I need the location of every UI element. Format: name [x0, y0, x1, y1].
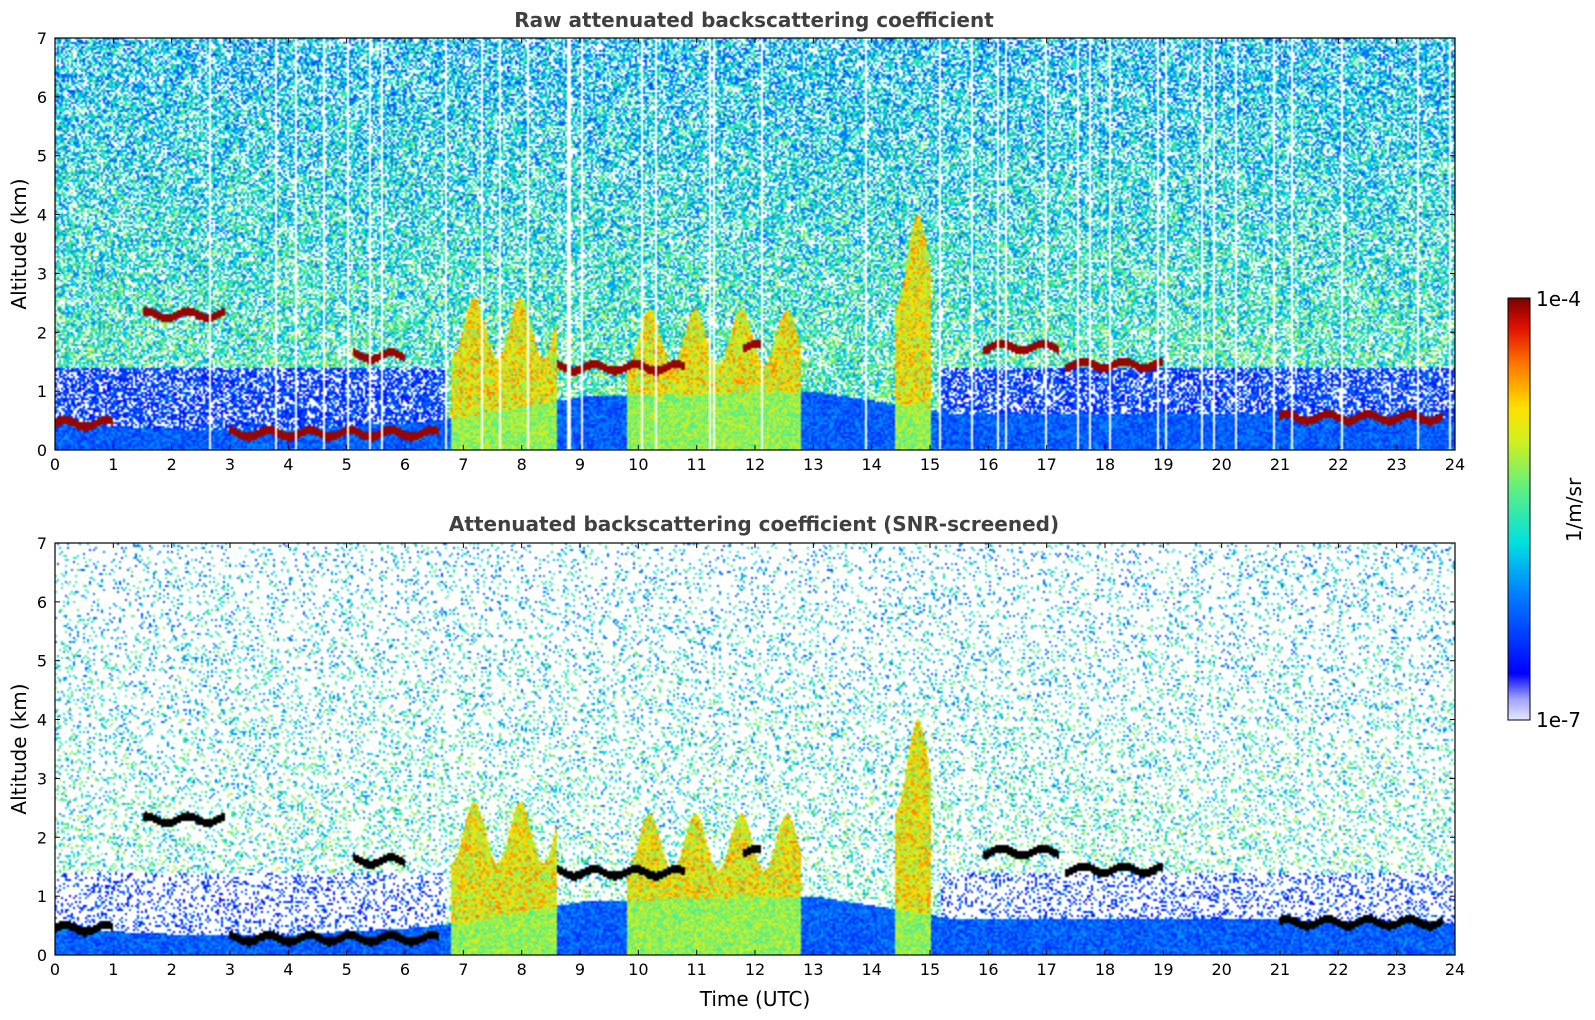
x-tick-label: 8	[517, 960, 527, 979]
y-tick-label: 2	[37, 828, 47, 847]
x-tick-label: 18	[1095, 455, 1115, 474]
colorbar-max-label: 1e-4	[1536, 287, 1581, 311]
panel-raw: Raw attenuated backscattering coefficien…	[7, 8, 1465, 474]
x-tick-label: 1	[108, 960, 118, 979]
x-tick-label: 23	[1386, 960, 1406, 979]
x-tick-label: 6	[400, 960, 410, 979]
x-tick-label: 2	[167, 455, 177, 474]
x-tick-label: 12	[745, 455, 765, 474]
panel-screened: Attenuated backscattering coefficient (S…	[7, 512, 1465, 1011]
y-tick-label: 3	[37, 769, 47, 788]
x-tick-label: 11	[686, 455, 706, 474]
xaxis-label: Time (UTC)	[699, 987, 811, 1011]
x-tick-label: 15	[920, 960, 940, 979]
y-tick-label: 6	[37, 593, 47, 612]
x-tick-label: 13	[803, 455, 823, 474]
y-tick-label: 7	[37, 534, 47, 553]
x-tick-label: 1	[108, 455, 118, 474]
y-tick-label: 0	[37, 946, 47, 965]
panel-screened-ticks: 0 1 2 3 4 5 6 7 8 9 10 11 12 13 14 15 16 17 18 19 20 21 22 23 24…	[37, 534, 1465, 979]
x-tick-label: 7	[458, 455, 468, 474]
y-tick-label: 3	[37, 264, 47, 283]
x-tick-label: 0	[50, 455, 60, 474]
y-tick-label: 5	[37, 147, 47, 166]
x-tick-label: 8	[517, 455, 527, 474]
x-tick-label: 0	[50, 960, 60, 979]
panel-screened-title: Attenuated backscattering coefficient (S…	[449, 512, 1059, 536]
x-tick-label: 13	[803, 960, 823, 979]
x-tick-label: 20	[1211, 455, 1231, 474]
x-tick-label: 17	[1036, 455, 1056, 474]
panel-raw-title: Raw attenuated backscattering coefficien…	[514, 8, 994, 32]
x-tick-label: 14	[861, 455, 881, 474]
y-tick-label: 2	[37, 323, 47, 342]
y-tick-label: 4	[37, 711, 47, 730]
panel-screened-heatmap	[55, 543, 1455, 955]
y-tick-label: 4	[37, 206, 47, 225]
x-tick-label: 23	[1386, 455, 1406, 474]
x-tick-label: 20	[1211, 960, 1231, 979]
x-tick-label: 24	[1445, 960, 1465, 979]
y-tick-label: 0	[37, 441, 47, 460]
y-tick-label: 7	[37, 29, 47, 48]
x-tick-label: 9	[575, 455, 585, 474]
x-tick-label: 19	[1153, 455, 1173, 474]
y-tick-label: 6	[37, 88, 47, 107]
x-tick-label: 10	[628, 960, 648, 979]
x-tick-label: 18	[1095, 960, 1115, 979]
x-tick-label: 3	[225, 960, 235, 979]
panel-raw-heatmap	[55, 38, 1455, 450]
x-tick-label: 21	[1270, 455, 1290, 474]
x-tick-label: 7	[458, 960, 468, 979]
x-tick-label: 4	[283, 960, 293, 979]
colorbar-unit-label: 1/m/sr	[1562, 477, 1586, 542]
x-tick-label: 6	[400, 455, 410, 474]
x-tick-label: 12	[745, 960, 765, 979]
x-tick-label: 16	[978, 455, 998, 474]
x-tick-label: 11	[686, 960, 706, 979]
y-tick-label: 1	[37, 887, 47, 906]
x-tick-label: 17	[1036, 960, 1056, 979]
y-tick-label: 5	[37, 652, 47, 671]
x-tick-label: 22	[1328, 960, 1348, 979]
x-tick-label: 19	[1153, 960, 1173, 979]
panel-raw-ticks: 0 1 2 3 4 5 6 7 8 9 10 11 12 13 14 15 16 17 18 19 20 21 22 23 24…	[37, 29, 1465, 474]
x-tick-label: 21	[1270, 960, 1290, 979]
x-tick-label: 22	[1328, 455, 1348, 474]
colorbar-min-label: 1e-7	[1536, 708, 1581, 732]
x-tick-label: 5	[342, 960, 352, 979]
x-tick-label: 14	[861, 960, 881, 979]
x-tick-label: 4	[283, 455, 293, 474]
x-tick-label: 3	[225, 455, 235, 474]
colorbar: 1e-4 1e-7 1/m/sr	[1507, 287, 1586, 732]
colorbar-gradient	[1507, 297, 1531, 721]
panel-screened-ylabel: Altitude (km)	[7, 683, 31, 814]
x-tick-label: 2	[167, 960, 177, 979]
panel-raw-ylabel: Altitude (km)	[7, 178, 31, 309]
x-tick-label: 24	[1445, 455, 1465, 474]
x-tick-label: 5	[342, 455, 352, 474]
y-tick-label: 1	[37, 382, 47, 401]
x-tick-label: 16	[978, 960, 998, 979]
x-tick-label: 10	[628, 455, 648, 474]
x-tick-label: 15	[920, 455, 940, 474]
x-tick-label: 9	[575, 960, 585, 979]
